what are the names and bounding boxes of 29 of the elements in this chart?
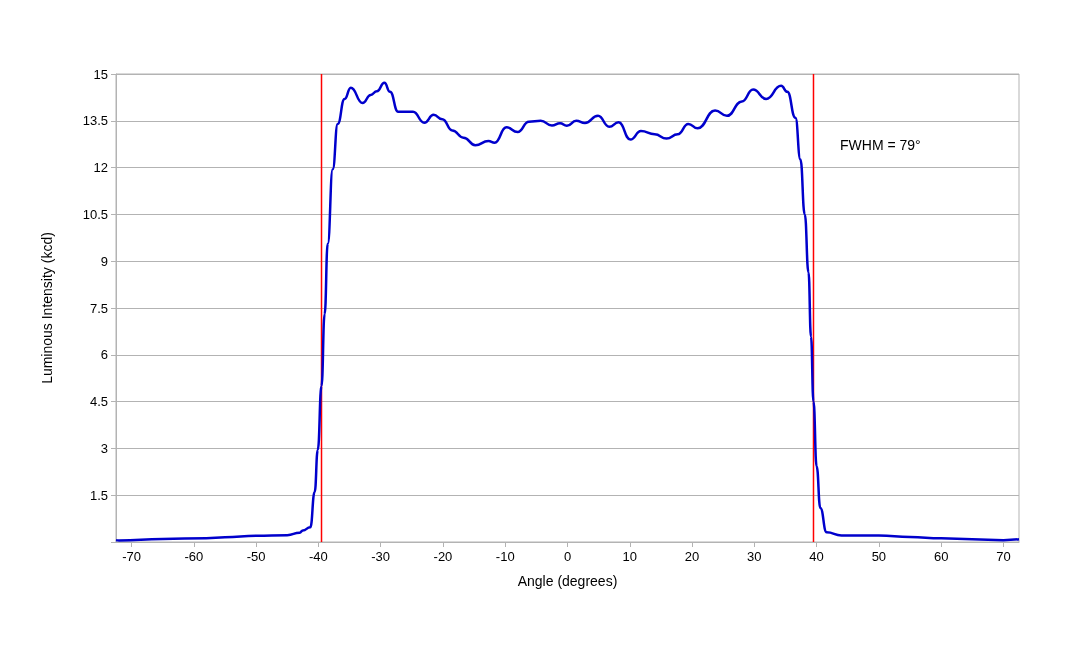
x-tick-label: 60 (933, 549, 949, 564)
y-tick-label: 1.5 (89, 487, 108, 503)
x-tick-label: -30 (371, 549, 391, 564)
x-tick-label: 30 (747, 549, 762, 564)
x-tick-label: 20 (684, 549, 700, 564)
y-tick-label: 12 (93, 160, 108, 176)
x-tick-label: -60 (184, 549, 204, 564)
y-tick-label: 6 (100, 347, 108, 363)
x-axis-title: Angle (degrees) (517, 573, 618, 589)
x-tick-label: 40 (809, 549, 824, 564)
x-tick-label: -70 (122, 549, 141, 564)
y-tick-label: 15 (93, 66, 108, 82)
x-tick-label: -40 (309, 549, 328, 564)
x-tick-label: -10 (495, 549, 515, 564)
x-tick-label: 10 (622, 549, 638, 564)
y-tick-label: 7.5 (89, 300, 108, 316)
x-tick-label: 50 (871, 549, 887, 564)
y-tick-label: 4.5 (89, 394, 108, 410)
x-tick-label: -20 (433, 549, 453, 564)
y-axis-title: Luminous Intensity (kcd) (39, 232, 55, 384)
y-tick-label: 13.5 (82, 113, 108, 129)
x-tick-label: -50 (246, 549, 266, 564)
annotation: FWHM = 79° (840, 137, 921, 153)
y-tick-label: 3 (100, 440, 108, 456)
line-series (114, 81, 1021, 542)
y-tick-label: 10.5 (82, 206, 108, 222)
y-tick-label: 9 (100, 253, 108, 269)
x-tick-label: 70 (996, 549, 1011, 564)
x-tick-label: 0 (563, 549, 572, 564)
